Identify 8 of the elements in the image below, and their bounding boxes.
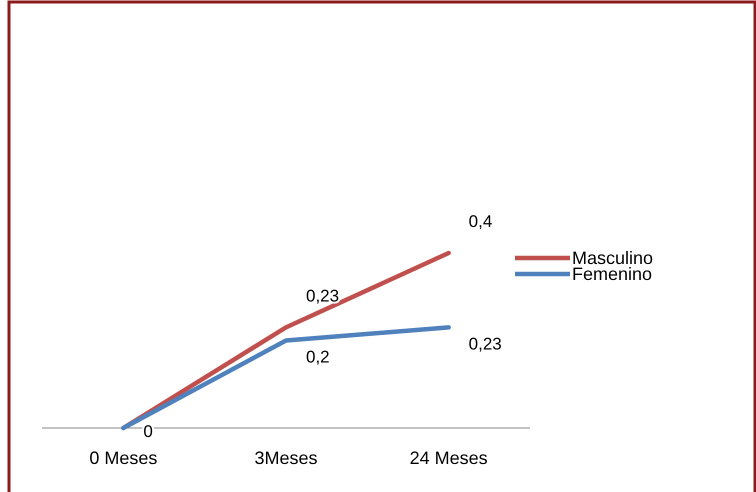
- data-label: 0: [143, 422, 153, 441]
- x-tick-label: 3Meses: [254, 448, 318, 468]
- data-label: 0,23: [468, 334, 502, 354]
- data-label: 0,23: [306, 286, 340, 306]
- data-label: 0,4: [468, 212, 492, 231]
- x-tick-label: 24 Meses: [410, 448, 488, 468]
- x-tick-label: 0 Meses: [89, 448, 158, 468]
- data-label: 0,2: [306, 348, 330, 366]
